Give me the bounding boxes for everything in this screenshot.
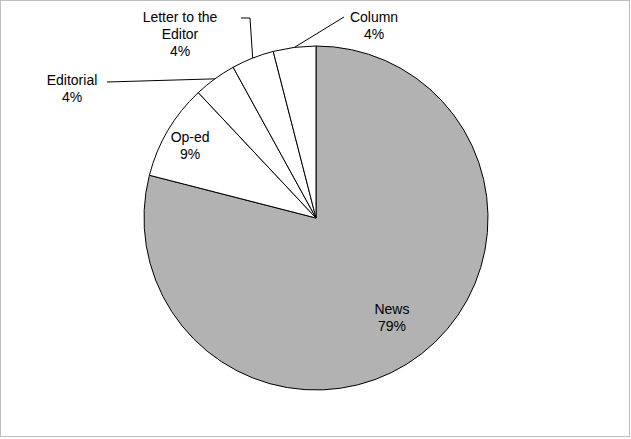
- pie: [144, 46, 488, 390]
- value-label: 4%: [62, 89, 82, 105]
- slice: [273, 46, 316, 218]
- leader-line: [107, 79, 215, 82]
- value-label: 9%: [180, 146, 200, 162]
- chart: News79%Op-ed9%Editorial4%Letter to theEd…: [0, 0, 631, 439]
- labels: News79%Op-ed9%Editorial4%Letter to theEd…: [47, 9, 410, 334]
- value-label: 4%: [170, 43, 190, 59]
- value-label: 4%: [364, 26, 384, 42]
- category-label: News: [374, 301, 409, 317]
- slice: [144, 46, 488, 390]
- frame: [1, 1, 630, 437]
- value-label: 79%: [378, 318, 406, 334]
- category-label: Column: [350, 9, 398, 25]
- category-label: Op-ed: [171, 129, 210, 145]
- category-label: Editorial: [47, 72, 98, 88]
- leader-line: [294, 17, 344, 47]
- leader-line: [241, 18, 253, 58]
- category-label: Letter to theEditor: [143, 9, 218, 42]
